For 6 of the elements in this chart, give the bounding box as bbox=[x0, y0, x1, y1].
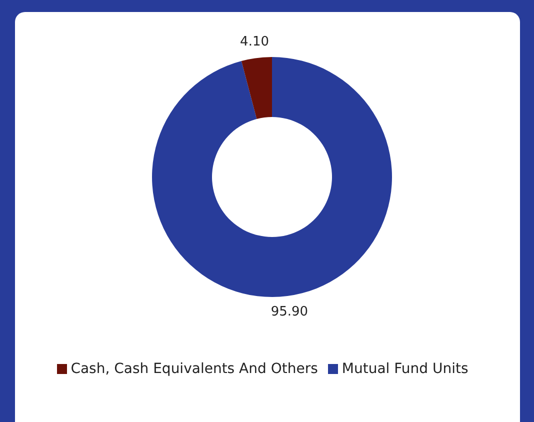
data-label: 4.10 bbox=[240, 34, 270, 50]
donut-slice bbox=[241, 57, 272, 119]
donut-slice bbox=[152, 57, 392, 297]
legend-label: Mutual Fund Units bbox=[342, 361, 468, 377]
legend-label: Cash, Cash Equivalents And Others bbox=[70, 361, 318, 377]
data-label: 95.90 bbox=[270, 304, 308, 320]
